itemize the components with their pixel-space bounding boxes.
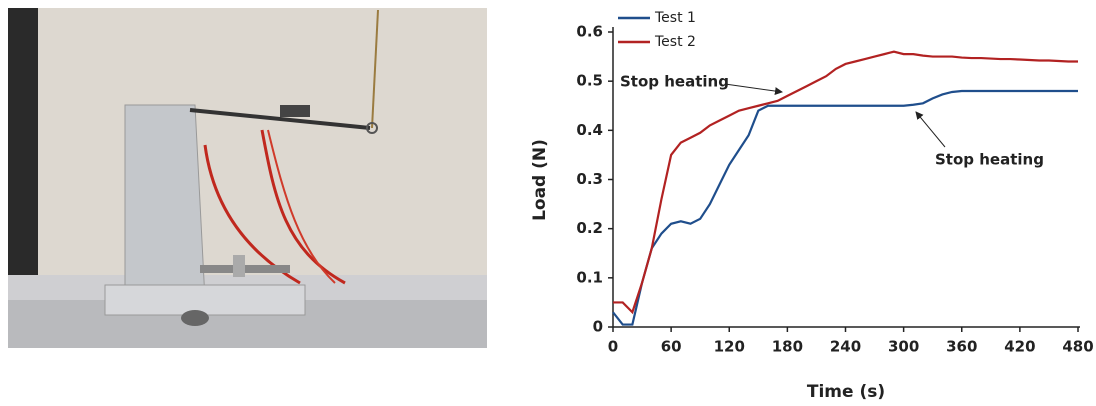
- series-line: [613, 50, 1078, 315]
- legend-label: Test 1: [654, 10, 696, 26]
- y-tick-label: 0.5: [576, 72, 603, 90]
- x-tick-label: 60: [661, 338, 682, 356]
- x-axis-label: Time (s): [807, 382, 885, 402]
- x-tick-label: 360: [946, 338, 977, 356]
- y-tick-label: 0.4: [576, 121, 603, 139]
- x-tick-label: 120: [714, 338, 745, 356]
- y-axis-label: Load (N): [530, 139, 550, 221]
- x-tick-label: 240: [830, 338, 861, 356]
- x-tick-label: 420: [1004, 338, 1035, 356]
- photo: [8, 8, 487, 348]
- annotation-arrow: [724, 83, 783, 95]
- x-tick-label: 300: [888, 338, 919, 356]
- series-line: [612, 89, 1078, 326]
- y-tick-label: 0.2: [576, 219, 603, 237]
- y-tick-label: 0.3: [576, 170, 603, 188]
- y-tick-label: 0: [593, 318, 603, 336]
- x-tick-label: 180: [772, 338, 803, 356]
- y-tick-label: 0.6: [576, 23, 603, 41]
- annotation-arrow: [915, 111, 946, 148]
- legend-label: Test 2: [654, 34, 696, 50]
- x-tick-label: 0: [608, 338, 618, 356]
- y-tick-label: 0.1: [576, 268, 603, 286]
- x-tick-label: 480: [1062, 338, 1093, 356]
- annotation: Stop heating: [935, 151, 1044, 169]
- annotation: Stop heating: [620, 73, 729, 91]
